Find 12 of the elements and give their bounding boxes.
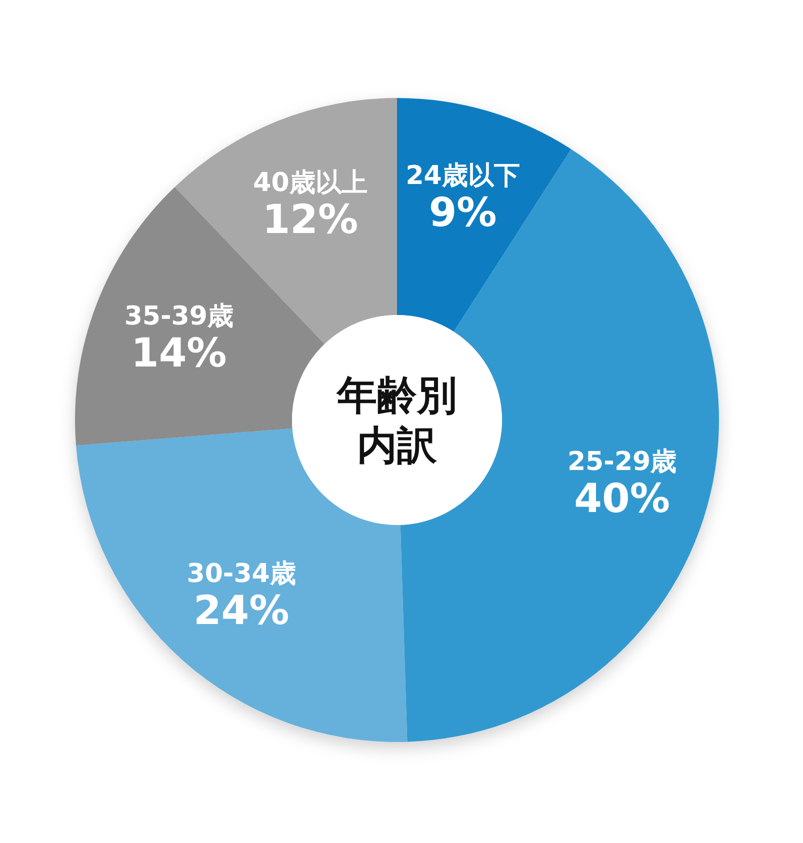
data-label: 40% — [574, 476, 670, 522]
donut-slice — [397, 98, 572, 332]
data-label: 14% — [131, 330, 227, 377]
slice-label: 25-29歳 — [567, 447, 677, 478]
data-label: 12% — [262, 197, 358, 244]
slice-label: 40歳以上 — [253, 168, 368, 198]
data-label: 9% — [428, 190, 497, 236]
slice-label: 35-39歳 — [124, 302, 234, 332]
slice-label: 24歳以下 — [406, 160, 520, 191]
slice-label: 30-34歳 — [186, 559, 296, 590]
text: 年齢別内訳 — [336, 373, 457, 469]
data-label: 24% — [193, 588, 290, 634]
